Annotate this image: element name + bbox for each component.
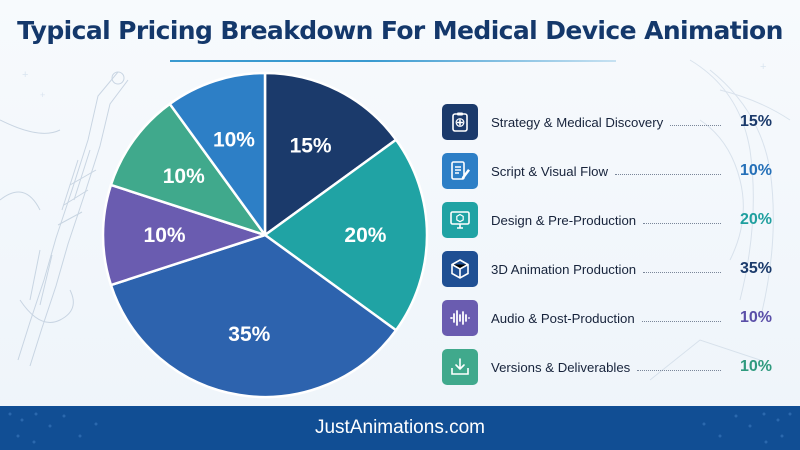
legend-item-design-and-pre-production: Design & Pre-Production 20%	[442, 201, 772, 239]
legend-value: 15%	[739, 113, 772, 130]
page-title: Typical Pricing Breakdown For Medical De…	[17, 16, 783, 45]
svg-text:+: +	[22, 69, 28, 81]
legend-leader-dots	[641, 320, 721, 322]
pie-slice-design-and-pre-production	[263, 138, 429, 332]
audio-waveform-icon	[442, 300, 478, 336]
legend-leader-dots	[637, 369, 721, 371]
download-tray-icon	[442, 349, 478, 385]
footer-pattern-right	[702, 412, 792, 444]
legend-label: Strategy & Medical Discovery	[491, 114, 664, 130]
pie-slice-label-audio-and-post-production: 10%	[144, 224, 186, 247]
pie-slice-label-design-and-pre-production: 20%	[344, 224, 386, 247]
pie-slice-label-versions-and-deliverables: 10%	[163, 165, 205, 188]
legend-leader-dots	[615, 173, 721, 175]
legend-leader-dots	[643, 271, 721, 273]
svg-text:+: +	[760, 61, 766, 73]
footer-pattern-left	[8, 412, 98, 444]
legend-value: 10%	[739, 309, 772, 326]
legend-value: 35%	[739, 260, 772, 277]
website-link[interactable]: JustAnimations.com	[314, 417, 485, 438]
legend-item-strategy-and-medical-discovery: Strategy & Medical Discovery 15%	[442, 103, 772, 141]
3d-cube-icon	[442, 251, 478, 287]
pie-slice-label-3d-animation-production: 35%	[228, 323, 270, 346]
legend-leader-dots	[643, 222, 721, 224]
title-underline	[170, 60, 616, 62]
monitor-cube-icon	[442, 202, 478, 238]
legend-item-versions-and-deliverables: Versions & Deliverables 10%	[442, 348, 772, 386]
pie-slice-strategy-and-medical-discovery	[263, 71, 398, 237]
legend-value: 10%	[739, 162, 772, 179]
footer-bar: JustAnimations.com	[0, 406, 800, 450]
legend-label: 3D Animation Production	[491, 261, 637, 277]
legend-leader-dots	[670, 124, 721, 126]
clipboard-medical-icon	[442, 104, 478, 140]
legend-value: 20%	[739, 211, 772, 228]
legend-value: 10%	[739, 358, 772, 375]
pie-slice-versions-and-deliverables	[109, 102, 267, 237]
legend-item-audio-and-post-production: Audio & Post-Production 10%	[442, 299, 772, 337]
legend-label: Design & Pre-Production	[491, 212, 637, 228]
legend-item-3d-animation-production: 3D Animation Production 35%	[442, 250, 772, 288]
pie-slice-label-strategy-and-medical-discovery: 15%	[290, 135, 332, 158]
legend-label: Versions & Deliverables	[491, 359, 631, 375]
svg-text:+: +	[40, 90, 45, 100]
legend-item-script-and-visual-flow: Script & Visual Flow 10%	[442, 152, 772, 190]
legend-label: Script & Visual Flow	[491, 163, 609, 179]
pie-slice-audio-and-post-production	[101, 183, 267, 287]
script-pen-icon	[442, 153, 478, 189]
pie-slice-label-script-and-visual-flow: 10%	[213, 128, 255, 151]
pie-slice-3d-animation-production	[109, 233, 398, 399]
legend-label: Audio & Post-Production	[491, 310, 635, 326]
pie-slice-script-and-visual-flow	[168, 71, 267, 237]
